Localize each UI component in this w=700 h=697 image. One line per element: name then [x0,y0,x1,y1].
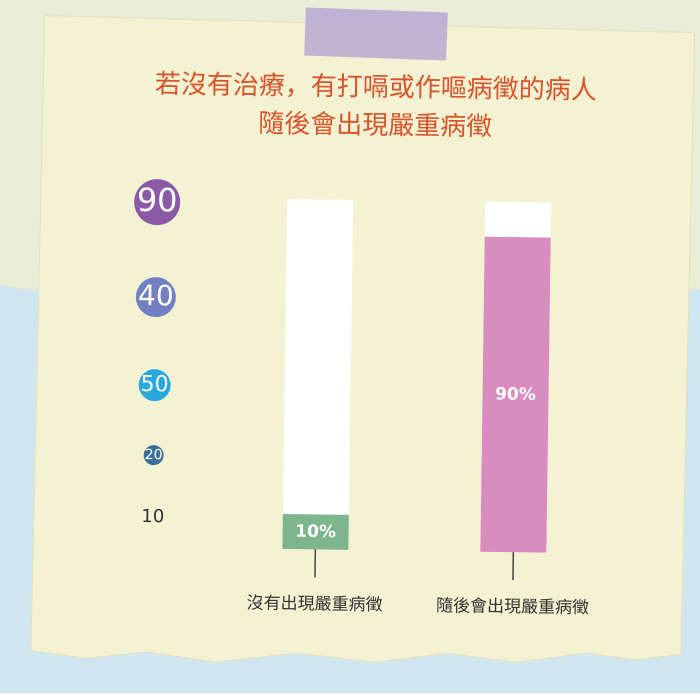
note: 若沒有治療，有打嗝或作嘔病徵的病人 隨後會出現嚴重病徵 90 40 50 20 10 10… [31,15,695,668]
x-tick-label: 隨後會出現嚴重病徵 [436,596,589,618]
circle-label: 40 [138,279,174,312]
page: 若沒有治療，有打嗝或作嘔病徵的病人 隨後會出現嚴重病徵 90 40 50 20 10 10… [0,0,700,693]
x-tick-label: 沒有出現嚴重病徵 [246,593,382,615]
circle-label: 90 [137,181,178,220]
chart: 若沒有治療，有打嗝或作嘔病徵的病人 隨後會出現嚴重病徵 90 40 50 20 10 10… [0,0,700,693]
chart-title: 若沒有治療，有打嗝或作嘔病徵的病人 [155,70,597,106]
circle-label: 50 [140,372,168,397]
value-label: 10% [295,522,336,543]
bar-track [282,199,353,550]
circle-label: 10 [141,506,164,527]
tape [304,8,448,61]
chart-title: 隨後會出現嚴重病徵 [258,109,492,142]
circle-label: 20 [145,447,163,463]
value-label: 90% [495,384,536,405]
